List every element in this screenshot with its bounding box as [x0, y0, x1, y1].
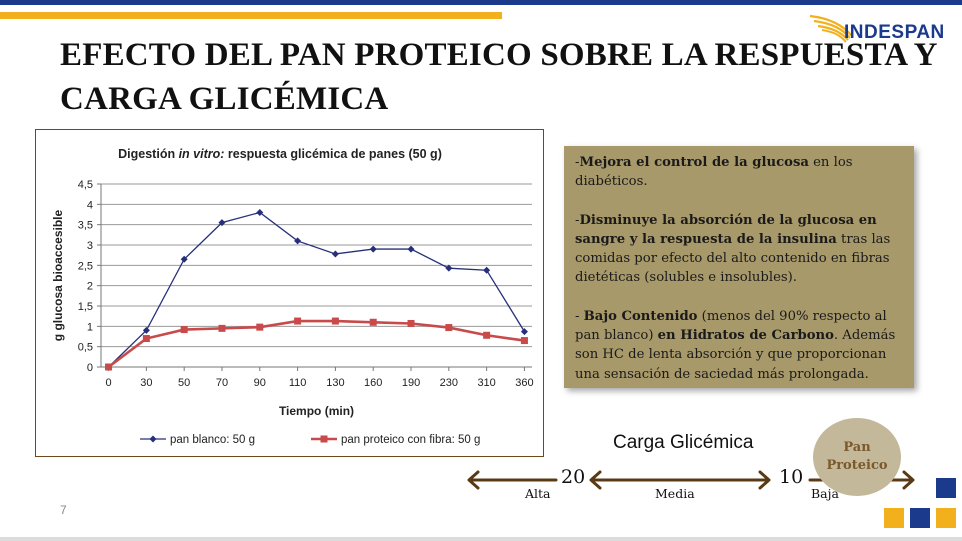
data-point — [520, 337, 528, 345]
deco-square-gold — [936, 508, 956, 528]
data-point — [180, 326, 188, 334]
load-label-alta: Alta — [525, 486, 551, 501]
data-point — [369, 245, 377, 253]
data-point — [180, 255, 188, 263]
y-tick-label: 2,5 — [78, 260, 93, 272]
data-point — [294, 237, 302, 245]
x-tick-label: 230 — [440, 377, 458, 389]
logo-text: INDESPAN — [844, 22, 945, 43]
data-point — [483, 266, 491, 274]
y-tick-label: 1 — [87, 321, 93, 333]
load-value-high: 20 — [561, 466, 586, 488]
wheat-swoosh-icon — [809, 14, 853, 43]
y-tick-label: 0,5 — [78, 342, 93, 354]
x-tick-label: 50 — [178, 377, 190, 389]
data-point — [294, 317, 302, 325]
bottom-divider — [0, 537, 962, 541]
benefit-glucose-control: -Mejora el control de la glucosa en los … — [575, 155, 853, 190]
arrow-right-icon — [902, 470, 915, 490]
data-point — [445, 324, 453, 332]
data-point — [142, 326, 150, 334]
top-blue-bar — [0, 0, 962, 5]
load-label-baja: Baja — [811, 486, 839, 501]
x-tick-label: 130 — [326, 377, 344, 389]
data-point — [218, 219, 226, 227]
data-point — [407, 245, 415, 253]
indespan-logo: INDESPAN — [808, 12, 958, 52]
data-point — [331, 317, 339, 325]
data-point — [520, 328, 528, 336]
x-tick-label: 110 — [289, 377, 307, 389]
chart-svg: Digestión in vitro: respuesta glicémica … — [51, 147, 534, 446]
deco-square-blue — [910, 508, 930, 528]
arrow-left-icon — [467, 470, 480, 490]
legend-marker — [320, 435, 328, 443]
load-value-low: 10 — [779, 466, 804, 488]
data-point — [445, 264, 453, 272]
deco-square-gold — [884, 508, 904, 528]
pan-label-line2: Proteico — [826, 458, 888, 473]
benefit-low-carbs: - Bajo Contenido (menos del 90% respecto… — [575, 308, 896, 382]
data-point — [483, 331, 491, 339]
data-point — [407, 319, 415, 327]
glycemic-response-chart: Digestión in vitro: respuesta glicémica … — [35, 129, 544, 457]
x-tick-label: 360 — [515, 377, 533, 389]
y-tick-label: 2 — [87, 281, 93, 293]
data-point — [142, 335, 150, 343]
x-tick-label: 0 — [105, 377, 111, 389]
x-tick-label: 190 — [402, 377, 420, 389]
legend-label: pan proteico con fibra: 50 g — [341, 434, 480, 446]
x-axis-label: Tiempo (min) — [279, 404, 354, 418]
x-tick-label: 70 — [216, 377, 228, 389]
pan-label-line1: Pan — [843, 440, 871, 455]
page-number: 7 — [60, 503, 67, 517]
load-label-media: Media — [655, 486, 695, 501]
chart-title: Digestión in vitro: respuesta glicémica … — [118, 147, 442, 161]
arrow-mid-left-icon — [589, 470, 602, 490]
x-tick-label: 90 — [254, 377, 266, 389]
y-tick-label: 1,5 — [78, 301, 93, 313]
benefit-absorption: -Disminuye la absorción de la glucosa en… — [575, 212, 891, 286]
data-point — [256, 323, 264, 331]
glycemic-load-title: Carga Glicémica — [613, 432, 754, 453]
pan-proteico-marker: Pan Proteico — [813, 418, 901, 496]
y-tick-label: 3,5 — [78, 220, 93, 232]
y-tick-label: 0 — [87, 362, 93, 374]
data-point — [369, 318, 377, 326]
y-tick-label: 3 — [87, 240, 93, 252]
data-point — [256, 208, 264, 216]
data-point — [218, 324, 226, 332]
data-point — [331, 250, 339, 258]
y-axis-label: g glucosa bioaccesible — [51, 209, 65, 341]
series-line — [108, 211, 525, 368]
data-point — [105, 363, 113, 371]
legend-marker — [149, 435, 157, 443]
series-line — [107, 319, 525, 369]
x-tick-label: 160 — [364, 377, 382, 389]
slide-title: EFECTO DEL PAN PROTEICO SOBRE LA RESPUES… — [60, 37, 937, 117]
arrow-mid-right-icon — [758, 470, 771, 490]
x-tick-label: 310 — [477, 377, 495, 389]
x-tick-label: 30 — [140, 377, 152, 389]
top-gold-bar — [0, 12, 502, 19]
benefits-textbox: -Mejora el control de la glucosa en los … — [564, 146, 914, 388]
legend-label: pan blanco: 50 g — [170, 434, 255, 446]
y-tick-label: 4,5 — [78, 179, 93, 191]
deco-square-blue — [936, 478, 956, 498]
y-tick-label: 4 — [87, 199, 93, 211]
